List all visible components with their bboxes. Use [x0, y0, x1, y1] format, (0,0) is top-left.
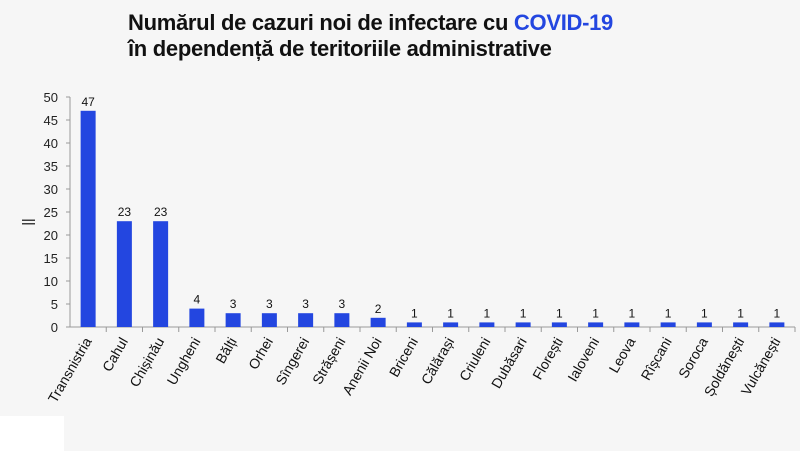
x-tick-label: Chișinău [126, 335, 167, 390]
y-tick-label: 0 [51, 320, 58, 335]
bar-sîngerei [298, 313, 314, 327]
x-tick-label: Strășeni [309, 335, 349, 387]
data-label: 1 [665, 306, 672, 320]
x-tick-label: Orhei [245, 335, 276, 373]
bar-florești [551, 322, 567, 327]
bar-bălți [225, 313, 241, 327]
data-label: 23 [118, 205, 132, 219]
data-label: 1 [629, 306, 636, 320]
bar-criuleni [479, 322, 495, 327]
x-tick-label: Sîngerei [272, 335, 312, 388]
y-tick-label: 30 [44, 182, 58, 197]
bar-chișinău [153, 221, 169, 327]
x-tick-label: Ialoveni [564, 335, 602, 385]
y-tick-label: 50 [44, 90, 58, 105]
bar-anenii noi [370, 317, 386, 327]
title-line2: în dependență de teritoriile administrat… [128, 36, 552, 61]
x-tick-label: Soroca [675, 334, 711, 381]
x-tick-label: Leova [606, 334, 639, 375]
bar-ungheni [189, 308, 205, 327]
bar-cahul [116, 221, 132, 327]
data-label: 1 [520, 306, 527, 320]
x-tick-label: Bălți [212, 335, 239, 367]
bar-strășeni [334, 313, 350, 327]
data-label: 47 [81, 95, 95, 109]
y-tick-label: 25 [44, 205, 58, 220]
data-label: 1 [484, 306, 491, 320]
data-label: 1 [411, 306, 418, 320]
chart-title: Numărul de cazuri noi de infectare cu CO… [128, 10, 613, 62]
data-label: 3 [266, 297, 273, 311]
x-tick-label: Florești [529, 335, 566, 383]
y-tick-label: 20 [44, 228, 58, 243]
y-tick-label: 15 [44, 251, 58, 266]
data-label: 3 [302, 297, 309, 311]
x-tick-label: Ungheni [164, 335, 204, 388]
bar-dubăsari [515, 322, 531, 327]
data-label: 3 [339, 297, 346, 311]
white-patch [0, 416, 64, 451]
data-label: 1 [701, 306, 708, 320]
bar-rîșcani [660, 322, 676, 327]
x-tick-label: Transnistria [45, 334, 95, 405]
bar-vulcănești [769, 322, 785, 327]
data-label: 3 [230, 297, 237, 311]
bar-călărași [443, 322, 459, 327]
data-label: 2 [375, 302, 382, 316]
bar-briceni [406, 322, 422, 327]
y-axis-label: || [19, 218, 35, 225]
title-highlight: COVID-19 [513, 10, 613, 35]
data-label: 1 [737, 306, 744, 320]
bar-soroca [696, 322, 712, 327]
data-label: 1 [774, 306, 781, 320]
y-tick-label: 10 [44, 274, 58, 289]
y-tick-label: 5 [51, 297, 58, 312]
bar-transnistria [80, 110, 96, 327]
title-line1: Numărul de cazuri noi de infectare cu [128, 10, 514, 35]
data-label: 4 [194, 293, 201, 307]
data-label: 1 [556, 306, 563, 320]
bar-ialoveni [588, 322, 604, 327]
y-tick-label: 35 [44, 159, 58, 174]
data-label: 23 [154, 205, 168, 219]
data-label: 1 [592, 306, 599, 320]
bar-orhei [261, 313, 277, 327]
x-tick-label: Dubăsari [488, 335, 530, 392]
y-tick-label: 45 [44, 113, 58, 128]
data-label: 1 [447, 306, 454, 320]
x-tick-label: Călărași [418, 335, 458, 387]
bar-leova [624, 322, 640, 327]
bar-șoldănești [733, 322, 749, 327]
x-tick-label: Cahul [99, 335, 131, 375]
x-tick-label: Rîșcani [638, 335, 675, 383]
x-tick-label: Criuleni [456, 335, 494, 384]
x-tick-label: Briceni [386, 335, 421, 380]
y-tick-label: 40 [44, 136, 58, 151]
